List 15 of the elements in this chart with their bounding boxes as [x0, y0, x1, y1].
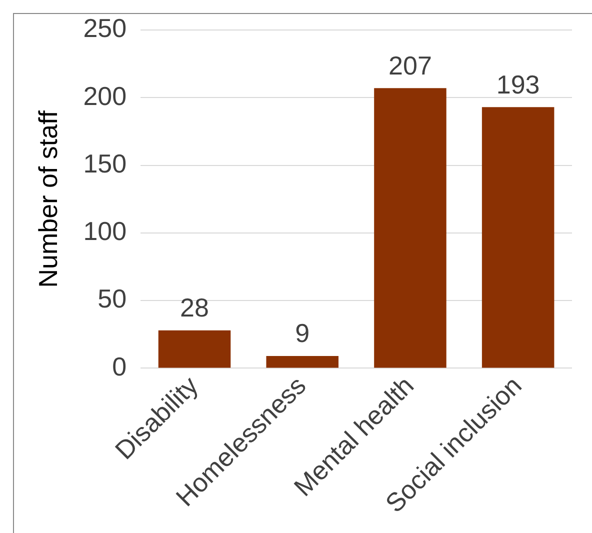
y-tick-label: 250 [83, 13, 127, 44]
y-axis-title: Number of staff [32, 110, 63, 288]
data-label: 193 [496, 69, 540, 100]
y-tick-label: 150 [83, 148, 127, 178]
bar [266, 356, 338, 368]
y-tick-label: 100 [83, 216, 127, 246]
data-label: 28 [180, 292, 209, 323]
bar [374, 88, 446, 368]
data-label: 9 [295, 318, 310, 348]
bar [158, 330, 231, 368]
y-tick-label: 50 [98, 284, 127, 314]
bar [482, 107, 554, 368]
y-tick-label: 200 [83, 80, 127, 111]
y-tick-label: 0 [112, 351, 127, 382]
data-label: 207 [388, 50, 432, 80]
